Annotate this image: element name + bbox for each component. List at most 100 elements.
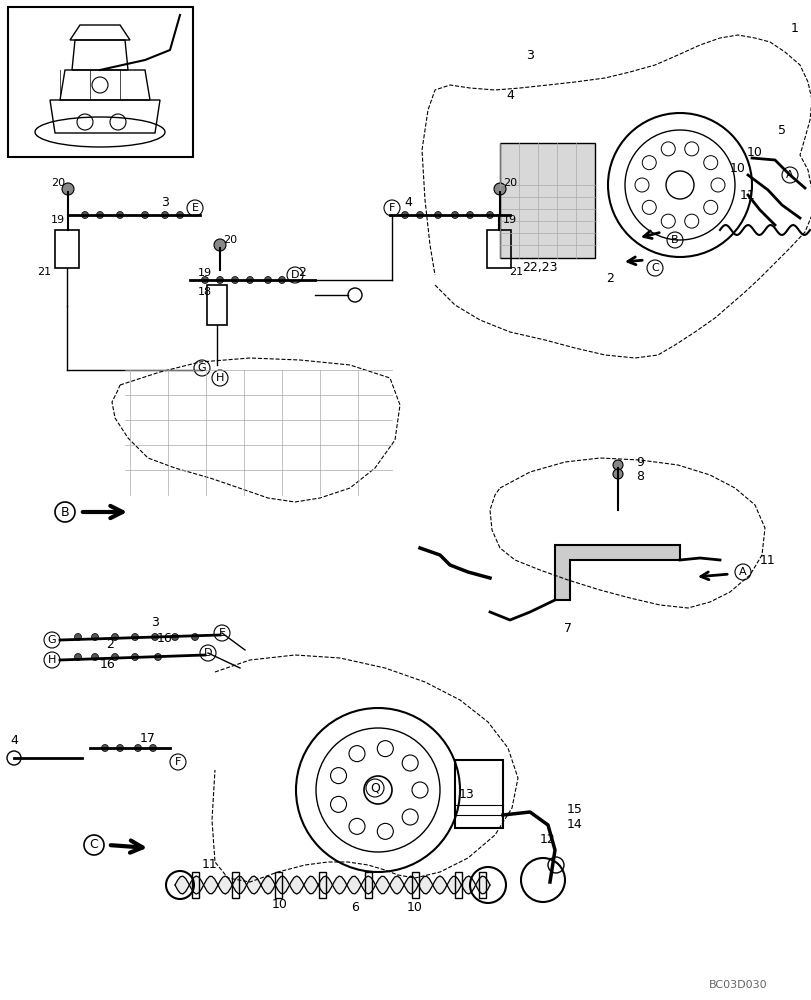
Bar (191, 872, 199, 898)
Circle shape (116, 744, 123, 752)
Circle shape (152, 634, 158, 640)
Text: 17: 17 (139, 731, 156, 744)
Text: H: H (216, 373, 224, 383)
Text: 11: 11 (739, 189, 755, 202)
Circle shape (131, 634, 139, 640)
Text: 21: 21 (508, 267, 522, 277)
Circle shape (75, 654, 81, 660)
Text: 10: 10 (746, 146, 762, 159)
Text: E: E (191, 203, 198, 213)
Text: 9: 9 (635, 456, 643, 470)
Text: B: B (671, 235, 678, 245)
Text: 10: 10 (729, 162, 745, 175)
Circle shape (247, 276, 253, 284)
Circle shape (217, 276, 223, 284)
Text: 6: 6 (350, 901, 358, 914)
Bar (411, 872, 418, 898)
Bar (487, 230, 510, 268)
Text: 3: 3 (151, 615, 159, 628)
Circle shape (176, 212, 183, 219)
Text: 10: 10 (406, 901, 423, 914)
Text: C: C (650, 263, 658, 273)
Circle shape (154, 654, 161, 660)
Circle shape (101, 744, 109, 752)
Circle shape (97, 212, 103, 219)
Circle shape (141, 212, 148, 219)
Bar (207, 285, 227, 325)
Circle shape (149, 744, 157, 752)
Circle shape (111, 634, 118, 640)
Text: 16: 16 (100, 658, 116, 672)
Bar (478, 872, 486, 898)
Text: G: G (197, 363, 206, 373)
Text: F: F (174, 757, 181, 767)
Text: 14: 14 (566, 818, 582, 831)
Text: 18: 18 (198, 287, 212, 297)
Text: 2: 2 (106, 638, 114, 652)
Text: 11: 11 (202, 858, 217, 871)
Circle shape (131, 654, 139, 660)
Bar (319, 872, 325, 898)
Text: 4: 4 (505, 89, 513, 102)
Text: 19: 19 (502, 215, 517, 225)
Bar (454, 872, 461, 898)
Circle shape (486, 212, 493, 219)
Circle shape (612, 469, 622, 479)
Text: 20: 20 (51, 178, 65, 188)
Circle shape (416, 212, 423, 219)
Circle shape (92, 654, 98, 660)
Circle shape (493, 183, 505, 195)
Text: 2: 2 (298, 265, 306, 278)
Circle shape (201, 276, 208, 284)
Text: A: A (738, 567, 746, 577)
Text: B: B (61, 506, 69, 518)
Text: 1: 1 (790, 22, 798, 35)
Bar (500, 143, 594, 258)
Circle shape (434, 212, 441, 219)
Circle shape (214, 239, 225, 251)
Bar (365, 872, 371, 898)
Text: 21: 21 (36, 267, 51, 277)
Text: 16: 16 (157, 632, 173, 644)
Text: 13: 13 (458, 788, 474, 801)
Circle shape (612, 460, 622, 470)
Text: 12: 12 (539, 833, 556, 846)
Text: 4: 4 (10, 733, 18, 746)
Text: F: F (388, 203, 395, 213)
Circle shape (81, 212, 88, 219)
Text: BC03D030: BC03D030 (708, 980, 766, 990)
Circle shape (191, 634, 198, 640)
Text: H: H (48, 655, 56, 665)
Text: E: E (218, 628, 225, 638)
Bar (275, 872, 281, 898)
Bar (232, 872, 238, 898)
Text: A: A (785, 170, 793, 180)
Bar (8, 7, 193, 157)
Text: 3: 3 (161, 196, 169, 209)
Circle shape (116, 212, 123, 219)
Text: Q: Q (370, 782, 380, 794)
Text: 15: 15 (566, 803, 582, 816)
Text: 3: 3 (526, 49, 534, 62)
Circle shape (466, 212, 473, 219)
Circle shape (161, 212, 169, 219)
Text: 2: 2 (605, 271, 613, 284)
Circle shape (75, 634, 81, 640)
Text: 8: 8 (635, 470, 643, 483)
Text: 19: 19 (51, 215, 65, 225)
Circle shape (62, 183, 74, 195)
Circle shape (231, 276, 238, 284)
Text: D: D (204, 648, 212, 658)
Circle shape (278, 276, 285, 284)
Text: 20: 20 (502, 178, 517, 188)
Polygon shape (554, 545, 679, 600)
Text: D: D (290, 270, 299, 280)
Text: 19: 19 (198, 268, 212, 278)
Text: 7: 7 (564, 621, 571, 634)
Circle shape (451, 212, 458, 219)
Bar (55, 230, 79, 268)
Text: C: C (89, 838, 98, 851)
Bar (454, 760, 502, 828)
Circle shape (171, 634, 178, 640)
Text: 20: 20 (223, 235, 237, 245)
